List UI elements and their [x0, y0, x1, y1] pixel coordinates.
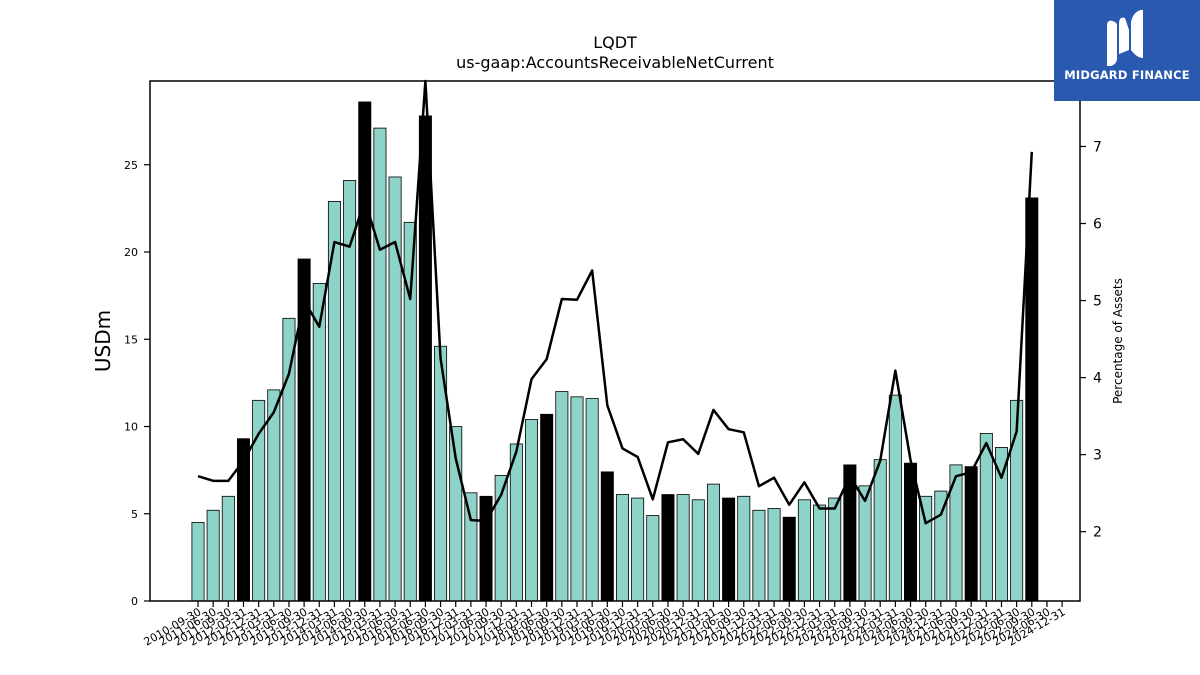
bar-2013-09-30 — [373, 127, 387, 602]
bar-2016-09-30 — [555, 391, 569, 602]
bar-2017-06-30 — [600, 471, 614, 602]
bar-2017-09-30 — [615, 494, 629, 602]
bar-2021-03-31 — [828, 497, 842, 602]
bar-2020-06-30 — [782, 516, 796, 602]
y-axis: 0 5 10 15 20 25 — [124, 159, 150, 608]
y-tick-label: 10 — [124, 421, 138, 434]
y-tick-label: 25 — [124, 159, 138, 172]
bar-2018-12-31 — [691, 499, 705, 602]
bar-2021-12-31 — [873, 459, 887, 602]
bar-2019-12-31 — [752, 509, 766, 602]
bar-2017-12-31 — [631, 497, 645, 602]
bar-2018-09-30 — [676, 494, 690, 602]
y-tick-label: 5 — [131, 508, 138, 521]
bar-2022-12-31 — [934, 490, 948, 602]
chart-subtitle: us-gaap:AccountsReceivableNetCurrent — [456, 53, 774, 72]
bar-2011-03-31 — [221, 495, 235, 602]
bar-2019-03-31 — [706, 483, 720, 602]
y-tick-label: 0 — [131, 595, 138, 608]
bar-2024-06-30 — [1025, 197, 1039, 602]
bar-2018-06-30 — [661, 494, 675, 602]
bar-2013-06-30 — [358, 101, 372, 602]
bar-2012-09-30 — [312, 283, 326, 602]
bar-2019-09-30 — [737, 495, 751, 602]
bar-2013-12-31 — [388, 176, 402, 602]
x-axis: 2010-09-302011-06-302011-09-302012-03-31… — [142, 601, 1068, 649]
line-layer — [197, 79, 1034, 525]
bar-2015-12-31 — [509, 443, 523, 602]
plot-frame — [149, 80, 1081, 602]
bar-2022-06-30 — [904, 462, 918, 602]
bar-2010-09-30 — [191, 522, 205, 602]
y2-tick-label: 7 — [1093, 139, 1102, 155]
bar-2010-12-31 — [206, 509, 220, 602]
bar-2016-03-31 — [525, 419, 539, 602]
y2-axis-label: Percentage of Assets — [1111, 278, 1125, 404]
bar-2021-09-30 — [858, 485, 872, 602]
bar-2018-03-31 — [646, 515, 660, 602]
bar-2017-03-31 — [585, 398, 599, 602]
y2-tick-label: 3 — [1093, 448, 1102, 464]
y2-tick-label: 5 — [1093, 294, 1102, 310]
percentage-of-assets-line — [197, 79, 1034, 525]
y2-axis: 2 3 4 5 6 7 — [1080, 139, 1102, 541]
midgard-logo-icon — [1107, 10, 1143, 66]
bar-2016-06-30 — [540, 413, 554, 602]
bar-2011-06-30 — [236, 438, 250, 602]
bar-2020-09-30 — [797, 499, 811, 602]
bars-layer — [191, 101, 1039, 602]
bar-2012-03-31 — [282, 317, 296, 602]
brand-name: MIDGARD FINANCE — [1064, 68, 1190, 82]
bar-2019-06-30 — [722, 497, 736, 602]
brand-logo: MIDGARD FINANCE — [1054, 0, 1200, 101]
y-tick-label: 15 — [124, 333, 138, 346]
bar-2014-06-30 — [418, 115, 432, 602]
y-axis-label: USDm — [91, 310, 115, 372]
bar-2020-03-31 — [767, 508, 781, 602]
bar-2020-12-31 — [813, 504, 827, 602]
bar-2011-09-30 — [252, 399, 266, 602]
y2-tick-label: 2 — [1093, 525, 1102, 541]
y-tick-label: 20 — [124, 246, 138, 259]
bar-2022-03-31 — [888, 394, 902, 602]
y2-tick-label: 4 — [1093, 371, 1102, 387]
bar-2022-09-30 — [919, 495, 933, 602]
bar-2016-12-31 — [570, 396, 584, 602]
chart-title: LQDT — [593, 33, 637, 52]
bar-2023-06-30 — [964, 466, 978, 602]
y2-tick-label: 6 — [1093, 217, 1102, 233]
bar-2015-03-31 — [464, 492, 478, 602]
bar-2023-09-30 — [979, 433, 993, 602]
bar-2011-12-31 — [267, 389, 281, 602]
